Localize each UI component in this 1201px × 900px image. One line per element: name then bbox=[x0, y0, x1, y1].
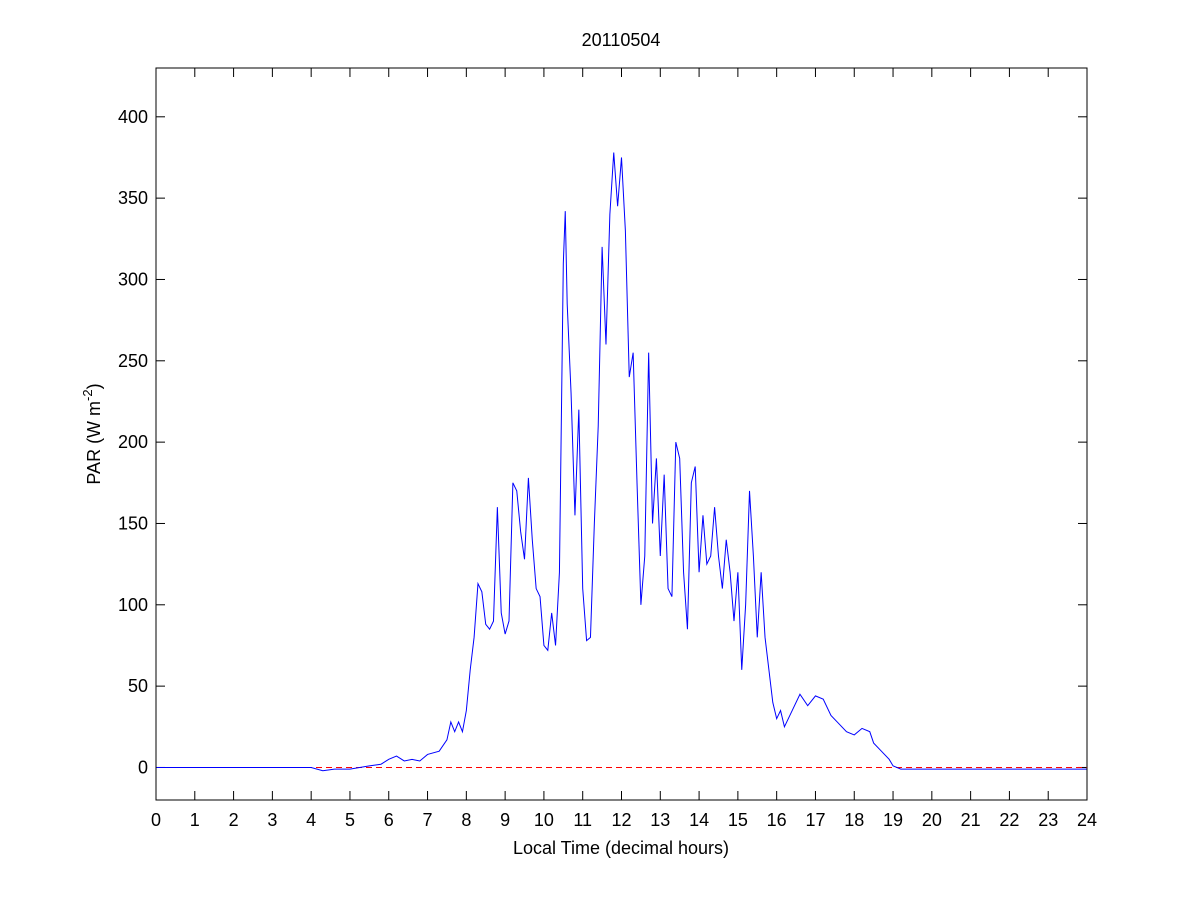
x-tick-label: 21 bbox=[961, 810, 981, 830]
x-tick-label: 14 bbox=[689, 810, 709, 830]
x-tick-label: 12 bbox=[611, 810, 631, 830]
x-tick-label: 20 bbox=[922, 810, 942, 830]
y-tick-label: 50 bbox=[128, 676, 148, 696]
y-tick-label: 150 bbox=[118, 513, 148, 533]
x-tick-label: 3 bbox=[267, 810, 277, 830]
x-tick-label: 16 bbox=[767, 810, 787, 830]
x-tick-label: 7 bbox=[423, 810, 433, 830]
y-axis-label: PAR (W m-2) bbox=[80, 383, 104, 484]
x-tick-label: 15 bbox=[728, 810, 748, 830]
y-tick-label: 0 bbox=[138, 757, 148, 777]
chart-title: 20110504 bbox=[582, 30, 661, 50]
x-tick-label: 0 bbox=[151, 810, 161, 830]
plot-frame bbox=[155, 67, 1088, 801]
data-line bbox=[156, 152, 1087, 772]
x-tick-label: 22 bbox=[999, 810, 1019, 830]
x-tick-label: 13 bbox=[650, 810, 670, 830]
x-axis-label: Local Time (decimal hours) bbox=[513, 838, 729, 858]
y-tick-label: 100 bbox=[118, 595, 148, 615]
y-axis-label-suffix: ) bbox=[84, 383, 104, 389]
y-tick-label: 300 bbox=[118, 269, 148, 289]
x-tick-label: 10 bbox=[534, 810, 554, 830]
x-tick-label: 6 bbox=[384, 810, 394, 830]
y-tick-label: 250 bbox=[118, 351, 148, 371]
x-tick-label: 2 bbox=[229, 810, 239, 830]
x-tick-label: 1 bbox=[190, 810, 200, 830]
x-tick-label: 24 bbox=[1077, 810, 1097, 830]
y-axis-label-text: PAR (W m bbox=[84, 401, 104, 485]
y-tick-label: 400 bbox=[118, 107, 148, 127]
x-tick-label: 17 bbox=[805, 810, 825, 830]
x-tick-label: 5 bbox=[345, 810, 355, 830]
x-tick-label: 18 bbox=[844, 810, 864, 830]
x-tick-label: 19 bbox=[883, 810, 903, 830]
x-tick-label: 9 bbox=[500, 810, 510, 830]
x-tick-label: 23 bbox=[1038, 810, 1058, 830]
y-tick-label: 350 bbox=[118, 188, 148, 208]
x-tick-label: 8 bbox=[461, 810, 471, 830]
x-tick-label: 11 bbox=[573, 810, 592, 830]
y-tick-label: 200 bbox=[118, 432, 148, 452]
y-axis-label-superscript: -2 bbox=[80, 389, 95, 401]
x-tick-label: 4 bbox=[306, 810, 316, 830]
